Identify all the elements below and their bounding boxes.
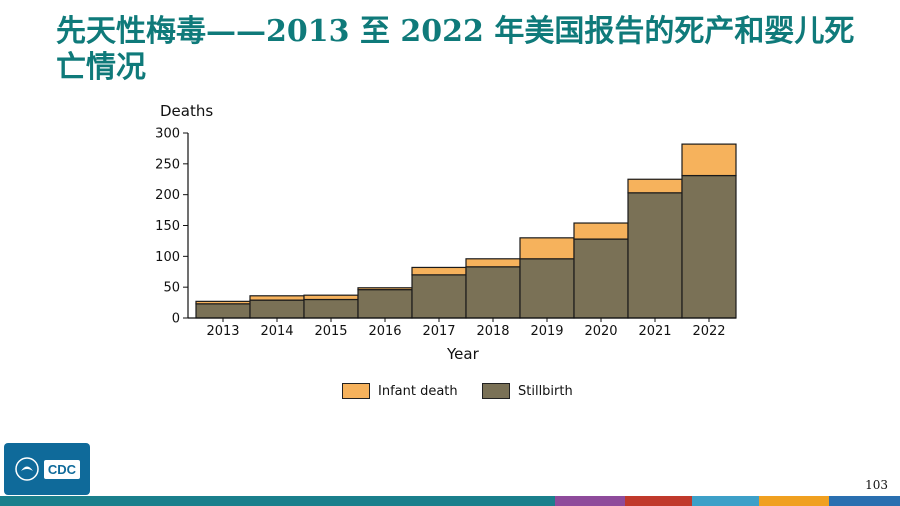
bar-infant-death-2014: [249, 295, 305, 301]
cdc-logo: CDC: [4, 443, 90, 495]
page-title: 先天性梅毒——2013 至 2022 年美国报告的死产和婴儿死亡情况: [56, 14, 855, 85]
x-tick-label-2017: 2017: [422, 324, 455, 339]
y-tick-label: 0: [172, 312, 180, 327]
bar-infant-death-2022: [681, 143, 737, 177]
bar-stillbirth-2020: [573, 238, 629, 319]
legend-swatch-stillbirth: [482, 383, 510, 399]
x-tick-label-2018: 2018: [476, 324, 509, 339]
bar-infant-death-2020: [573, 222, 629, 240]
legend-item-stillbirth: Stillbirth: [482, 383, 573, 399]
bar-infant-death-2021: [627, 178, 683, 194]
y-tick-label: 250: [155, 157, 180, 172]
bar-stillbirth-2013: [195, 303, 251, 319]
bar-stillbirth-2019: [519, 258, 575, 319]
page-number: 103: [865, 478, 888, 492]
y-tick-label: 50: [163, 281, 180, 296]
y-axis-label: Deaths: [160, 102, 214, 120]
legend-swatch-infant-death: [342, 383, 370, 399]
bar-infant-death-2015: [303, 294, 359, 301]
bar-stillbirth-2015: [303, 298, 359, 319]
bar-stillbirth-2022: [681, 174, 737, 319]
y-tick-label: 300: [155, 127, 180, 142]
x-tick-label-2013: 2013: [206, 324, 239, 339]
legend-label-infant-death: Infant death: [378, 383, 458, 399]
x-tick-label-2015: 2015: [314, 324, 347, 339]
bar-stillbirth-2021: [627, 192, 683, 319]
y-tick-label: 100: [155, 250, 180, 265]
y-tick-label: 150: [155, 219, 180, 234]
bar-infant-death-2019: [519, 237, 575, 260]
bar-stillbirth-2018: [465, 266, 521, 319]
bar-infant-death-2016: [357, 287, 413, 291]
x-tick-label-2019: 2019: [530, 324, 563, 339]
bar-infant-death-2013: [195, 300, 251, 305]
legend-label-stillbirth: Stillbirth: [518, 383, 573, 399]
x-tick-label-2020: 2020: [584, 324, 617, 339]
legend-item-infant-death: Infant death: [342, 383, 458, 399]
x-tick-label-2014: 2014: [260, 324, 293, 339]
bar-stillbirth-2016: [357, 289, 413, 319]
bar-infant-death-2017: [411, 266, 467, 276]
y-tick-label: 200: [155, 188, 180, 203]
x-tick-label-2021: 2021: [638, 324, 671, 339]
bar-infant-death-2018: [465, 258, 521, 268]
x-tick-label-2022: 2022: [692, 324, 725, 339]
footer-color-bar: [0, 496, 900, 506]
bar-stillbirth-2014: [249, 299, 305, 319]
cdc-logo-text: CDC: [43, 459, 81, 479]
x-tick-label-2016: 2016: [368, 324, 401, 339]
bar-stillbirth-2017: [411, 274, 467, 319]
x-axis-label: Year: [447, 345, 479, 363]
hhs-eagle-icon: [15, 457, 39, 481]
